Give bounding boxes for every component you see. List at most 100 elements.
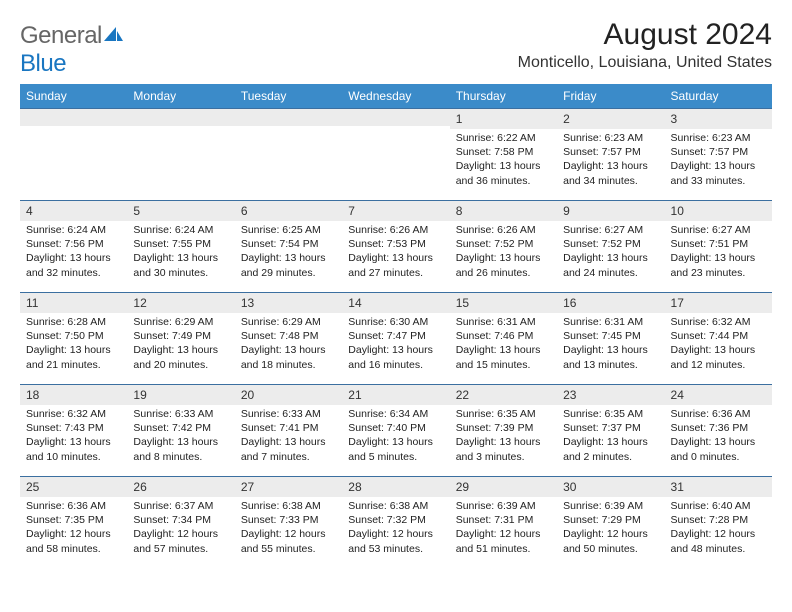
brand-logo: General Blue	[20, 22, 124, 78]
calendar-cell: 26Sunrise: 6:37 AMSunset: 7:34 PMDayligh…	[127, 477, 234, 569]
calendar-cell: 31Sunrise: 6:40 AMSunset: 7:28 PMDayligh…	[665, 477, 772, 569]
calendar-cell: 27Sunrise: 6:38 AMSunset: 7:33 PMDayligh…	[235, 477, 342, 569]
day-details: Sunrise: 6:36 AMSunset: 7:35 PMDaylight:…	[20, 497, 127, 560]
day-details: Sunrise: 6:30 AMSunset: 7:47 PMDaylight:…	[342, 313, 449, 376]
day-details: Sunrise: 6:26 AMSunset: 7:53 PMDaylight:…	[342, 221, 449, 284]
calendar-cell: 2Sunrise: 6:23 AMSunset: 7:57 PMDaylight…	[557, 109, 664, 201]
location-text: Monticello, Louisiana, United States	[518, 54, 772, 72]
day-details: Sunrise: 6:29 AMSunset: 7:48 PMDaylight:…	[235, 313, 342, 376]
day-number: 23	[557, 385, 664, 405]
calendar-cell: 14Sunrise: 6:30 AMSunset: 7:47 PMDayligh…	[342, 293, 449, 385]
day-details: Sunrise: 6:22 AMSunset: 7:58 PMDaylight:…	[450, 129, 557, 192]
day-number: 18	[20, 385, 127, 405]
day-number: 11	[20, 293, 127, 313]
calendar-cell: 3Sunrise: 6:23 AMSunset: 7:57 PMDaylight…	[665, 109, 772, 201]
calendar-cell	[20, 109, 127, 201]
calendar-cell: 21Sunrise: 6:34 AMSunset: 7:40 PMDayligh…	[342, 385, 449, 477]
day-details: Sunrise: 6:32 AMSunset: 7:44 PMDaylight:…	[665, 313, 772, 376]
calendar-cell: 17Sunrise: 6:32 AMSunset: 7:44 PMDayligh…	[665, 293, 772, 385]
calendar-cell: 25Sunrise: 6:36 AMSunset: 7:35 PMDayligh…	[20, 477, 127, 569]
day-details: Sunrise: 6:24 AMSunset: 7:55 PMDaylight:…	[127, 221, 234, 284]
calendar-cell: 20Sunrise: 6:33 AMSunset: 7:41 PMDayligh…	[235, 385, 342, 477]
day-number: 20	[235, 385, 342, 405]
day-details: Sunrise: 6:37 AMSunset: 7:34 PMDaylight:…	[127, 497, 234, 560]
day-number: 9	[557, 201, 664, 221]
day-number: 5	[127, 201, 234, 221]
brand-part2: Blue	[20, 50, 66, 77]
weekday-header-row: SundayMondayTuesdayWednesdayThursdayFrid…	[20, 84, 772, 109]
weekday-header: Friday	[557, 84, 664, 109]
day-number	[20, 109, 127, 126]
day-details: Sunrise: 6:40 AMSunset: 7:28 PMDaylight:…	[665, 497, 772, 560]
day-number: 26	[127, 477, 234, 497]
day-details: Sunrise: 6:33 AMSunset: 7:41 PMDaylight:…	[235, 405, 342, 468]
day-details: Sunrise: 6:34 AMSunset: 7:40 PMDaylight:…	[342, 405, 449, 468]
weekday-header: Monday	[127, 84, 234, 109]
calendar-cell: 19Sunrise: 6:33 AMSunset: 7:42 PMDayligh…	[127, 385, 234, 477]
calendar-cell: 30Sunrise: 6:39 AMSunset: 7:29 PMDayligh…	[557, 477, 664, 569]
day-number: 30	[557, 477, 664, 497]
calendar-row: 4Sunrise: 6:24 AMSunset: 7:56 PMDaylight…	[20, 201, 772, 293]
day-number: 19	[127, 385, 234, 405]
day-details: Sunrise: 6:28 AMSunset: 7:50 PMDaylight:…	[20, 313, 127, 376]
calendar-cell: 9Sunrise: 6:27 AMSunset: 7:52 PMDaylight…	[557, 201, 664, 293]
day-details: Sunrise: 6:26 AMSunset: 7:52 PMDaylight:…	[450, 221, 557, 284]
calendar-cell: 24Sunrise: 6:36 AMSunset: 7:36 PMDayligh…	[665, 385, 772, 477]
calendar-cell: 1Sunrise: 6:22 AMSunset: 7:58 PMDaylight…	[450, 109, 557, 201]
day-number: 22	[450, 385, 557, 405]
calendar-cell: 7Sunrise: 6:26 AMSunset: 7:53 PMDaylight…	[342, 201, 449, 293]
calendar-cell: 23Sunrise: 6:35 AMSunset: 7:37 PMDayligh…	[557, 385, 664, 477]
calendar-cell: 29Sunrise: 6:39 AMSunset: 7:31 PMDayligh…	[450, 477, 557, 569]
day-number: 25	[20, 477, 127, 497]
day-number: 8	[450, 201, 557, 221]
day-details: Sunrise: 6:39 AMSunset: 7:31 PMDaylight:…	[450, 497, 557, 560]
page-header: General Blue August 2024 Monticello, Lou…	[20, 18, 772, 78]
calendar-cell: 5Sunrise: 6:24 AMSunset: 7:55 PMDaylight…	[127, 201, 234, 293]
calendar-row: 11Sunrise: 6:28 AMSunset: 7:50 PMDayligh…	[20, 293, 772, 385]
day-details: Sunrise: 6:39 AMSunset: 7:29 PMDaylight:…	[557, 497, 664, 560]
calendar-cell	[342, 109, 449, 201]
calendar-cell: 8Sunrise: 6:26 AMSunset: 7:52 PMDaylight…	[450, 201, 557, 293]
day-number: 29	[450, 477, 557, 497]
day-number: 12	[127, 293, 234, 313]
day-number: 7	[342, 201, 449, 221]
day-details: Sunrise: 6:31 AMSunset: 7:46 PMDaylight:…	[450, 313, 557, 376]
day-number: 17	[665, 293, 772, 313]
month-title: August 2024	[518, 18, 772, 52]
title-block: August 2024 Monticello, Louisiana, Unite…	[518, 18, 772, 72]
weekday-header: Tuesday	[235, 84, 342, 109]
day-number: 27	[235, 477, 342, 497]
calendar-cell: 18Sunrise: 6:32 AMSunset: 7:43 PMDayligh…	[20, 385, 127, 477]
day-number: 31	[665, 477, 772, 497]
calendar-cell: 16Sunrise: 6:31 AMSunset: 7:45 PMDayligh…	[557, 293, 664, 385]
day-number: 13	[235, 293, 342, 313]
day-details: Sunrise: 6:35 AMSunset: 7:37 PMDaylight:…	[557, 405, 664, 468]
day-details: Sunrise: 6:25 AMSunset: 7:54 PMDaylight:…	[235, 221, 342, 284]
calendar-row: 25Sunrise: 6:36 AMSunset: 7:35 PMDayligh…	[20, 477, 772, 569]
day-number: 10	[665, 201, 772, 221]
calendar-cell: 28Sunrise: 6:38 AMSunset: 7:32 PMDayligh…	[342, 477, 449, 569]
day-number: 14	[342, 293, 449, 313]
day-number: 21	[342, 385, 449, 405]
day-number: 6	[235, 201, 342, 221]
day-details: Sunrise: 6:24 AMSunset: 7:56 PMDaylight:…	[20, 221, 127, 284]
calendar-cell: 12Sunrise: 6:29 AMSunset: 7:49 PMDayligh…	[127, 293, 234, 385]
calendar-cell: 22Sunrise: 6:35 AMSunset: 7:39 PMDayligh…	[450, 385, 557, 477]
day-details: Sunrise: 6:36 AMSunset: 7:36 PMDaylight:…	[665, 405, 772, 468]
day-details: Sunrise: 6:27 AMSunset: 7:52 PMDaylight:…	[557, 221, 664, 284]
calendar-cell: 4Sunrise: 6:24 AMSunset: 7:56 PMDaylight…	[20, 201, 127, 293]
day-details: Sunrise: 6:23 AMSunset: 7:57 PMDaylight:…	[665, 129, 772, 192]
day-details: Sunrise: 6:29 AMSunset: 7:49 PMDaylight:…	[127, 313, 234, 376]
calendar-table: SundayMondayTuesdayWednesdayThursdayFrid…	[20, 84, 772, 569]
calendar-cell: 15Sunrise: 6:31 AMSunset: 7:46 PMDayligh…	[450, 293, 557, 385]
day-details: Sunrise: 6:38 AMSunset: 7:32 PMDaylight:…	[342, 497, 449, 560]
calendar-row: 1Sunrise: 6:22 AMSunset: 7:58 PMDaylight…	[20, 109, 772, 201]
day-details: Sunrise: 6:23 AMSunset: 7:57 PMDaylight:…	[557, 129, 664, 192]
day-number	[127, 109, 234, 126]
calendar-row: 18Sunrise: 6:32 AMSunset: 7:43 PMDayligh…	[20, 385, 772, 477]
day-details: Sunrise: 6:33 AMSunset: 7:42 PMDaylight:…	[127, 405, 234, 468]
calendar-cell	[127, 109, 234, 201]
weekday-header: Wednesday	[342, 84, 449, 109]
weekday-header: Saturday	[665, 84, 772, 109]
day-number: 2	[557, 109, 664, 129]
